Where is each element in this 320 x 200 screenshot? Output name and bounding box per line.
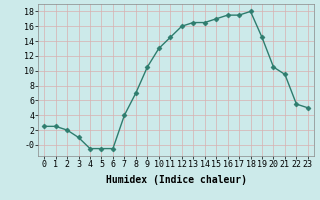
X-axis label: Humidex (Indice chaleur): Humidex (Indice chaleur): [106, 175, 246, 185]
